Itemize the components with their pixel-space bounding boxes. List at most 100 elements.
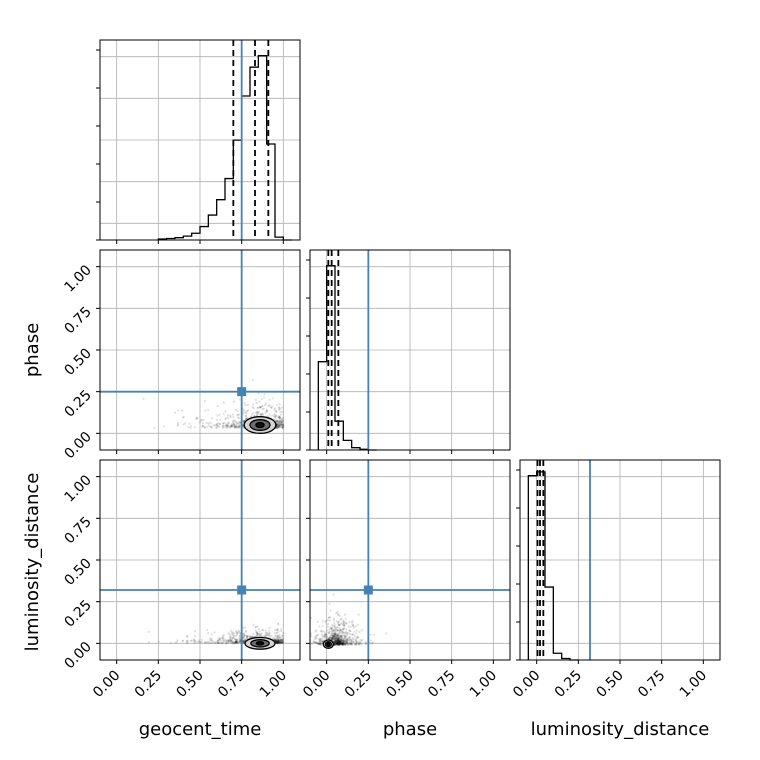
sample-point — [206, 632, 210, 635]
sample-point — [276, 640, 279, 644]
sample-point — [324, 621, 327, 624]
sample-point — [327, 616, 330, 619]
sample-point — [332, 637, 335, 640]
sample-point — [336, 642, 339, 645]
sample-point — [332, 638, 336, 641]
sample-point — [234, 425, 237, 428]
sample-point — [242, 632, 245, 635]
sample-point — [340, 629, 343, 633]
sample-point — [274, 639, 277, 642]
sample-point — [338, 642, 341, 645]
sample-point — [337, 643, 340, 646]
sample-point — [334, 641, 337, 645]
sample-point — [280, 424, 283, 427]
sample-point — [202, 418, 205, 421]
sample-point — [330, 634, 334, 637]
sample-point — [237, 421, 240, 424]
ylabel-luminosity-distance: luminosity_distance — [22, 473, 43, 652]
sample-point — [210, 639, 213, 642]
sample-point — [337, 639, 341, 642]
sample-point — [279, 641, 282, 644]
sample-point — [336, 634, 339, 637]
sample-point — [243, 633, 246, 636]
sample-point — [234, 408, 237, 412]
sample-point — [343, 643, 346, 646]
ytick-label-phase-0: 0.00 — [61, 429, 94, 462]
sample-point — [276, 426, 279, 429]
sample-point — [205, 641, 208, 644]
sample-point — [332, 628, 336, 631]
sample-point — [216, 424, 220, 427]
sample-point — [281, 639, 284, 642]
sample-point — [278, 403, 281, 406]
sample-point — [235, 426, 238, 429]
sample-point — [310, 642, 314, 646]
sample-point — [369, 641, 372, 644]
sample-point — [257, 628, 261, 631]
sample-point — [341, 638, 345, 642]
sample-point — [315, 641, 318, 645]
sample-point — [339, 642, 342, 645]
sample-point — [310, 634, 313, 638]
sample-point — [334, 632, 337, 635]
sample-point — [339, 640, 342, 644]
sample-point — [341, 643, 344, 646]
sample-point — [208, 640, 211, 643]
sample-point — [335, 626, 338, 629]
sample-point — [337, 633, 340, 636]
sample-point — [169, 641, 173, 644]
sample-point — [338, 642, 341, 645]
sample-point — [253, 635, 256, 638]
sample-point — [250, 415, 253, 418]
sample-point — [230, 640, 233, 643]
sample-point — [269, 406, 272, 409]
sample-point — [254, 411, 258, 414]
sample-point — [276, 639, 279, 642]
sample-point — [349, 625, 352, 628]
sample-point — [281, 420, 284, 423]
sample-point — [336, 639, 339, 642]
sample-point — [210, 417, 214, 420]
sample-point — [238, 398, 241, 401]
sample-point — [277, 630, 280, 633]
sample-point — [336, 642, 339, 645]
sample-point — [342, 643, 345, 646]
sample-point — [345, 642, 348, 645]
sample-point — [338, 638, 341, 641]
sample-point — [336, 641, 340, 644]
sample-point — [357, 613, 360, 616]
sample-point — [242, 640, 245, 644]
sample-point — [246, 635, 249, 638]
sample-point — [333, 632, 336, 635]
sample-point — [329, 609, 332, 612]
sample-point — [335, 642, 338, 645]
sample-point — [342, 643, 345, 646]
sample-point — [332, 619, 335, 622]
sample-point — [279, 640, 282, 644]
sample-point — [274, 634, 277, 637]
sample-point — [338, 641, 341, 644]
sample-point — [231, 633, 234, 636]
sample-point — [277, 622, 280, 625]
sample-point — [359, 642, 362, 645]
sample-point — [238, 425, 241, 428]
sample-point — [331, 634, 334, 637]
sample-point — [176, 639, 179, 642]
sample-point — [275, 642, 278, 645]
sample-point — [356, 635, 359, 638]
sample-point — [281, 420, 284, 423]
sample-point — [335, 639, 338, 642]
sample-point — [280, 638, 283, 641]
sample-point — [337, 643, 341, 646]
sample-point — [270, 406, 273, 410]
sample-point — [336, 642, 339, 645]
sample-point — [193, 426, 196, 429]
sample-point — [275, 423, 279, 427]
sample-point — [338, 641, 341, 644]
sample-point — [280, 419, 283, 422]
sample-point — [321, 637, 324, 640]
contour-fill-2 — [255, 422, 265, 428]
sample-point — [215, 641, 219, 644]
sample-point — [343, 643, 347, 646]
sample-point — [281, 639, 284, 642]
